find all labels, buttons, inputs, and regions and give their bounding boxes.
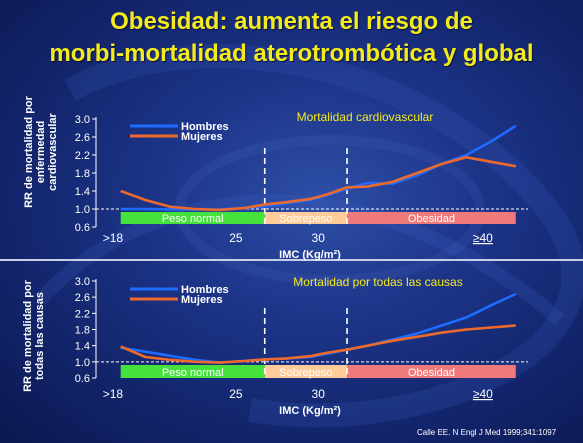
band-sobrepeso [264, 365, 348, 378]
band-sobrepeso [264, 212, 348, 224]
series-hombres [120, 292, 517, 364]
title-line-2: morbi-mortalidad aterotrombótica y globa… [49, 40, 534, 67]
legend-label-mujeres: Mujeres [181, 131, 223, 143]
ytick-label: 0.6 [75, 373, 90, 385]
xtick-label: ≥40 [473, 231, 493, 245]
band-label: Sobrepeso [279, 367, 332, 379]
ytick-label: 3.0 [75, 276, 90, 288]
legend-label-mujeres: Mujeres [181, 294, 223, 306]
xtick-label: >18 [103, 231, 124, 245]
xtick-label: 25 [229, 231, 243, 245]
ytick-label: 1.4 [75, 341, 90, 353]
ytick-label: 1.0 [75, 357, 90, 369]
band-label: Obesidad [408, 367, 455, 379]
chart-title: Mortalidad por todas las causas [293, 275, 462, 289]
series-mujeres [120, 156, 517, 212]
ytick-label: 0.6 [75, 222, 90, 234]
ytick-label: 1.0 [75, 204, 90, 216]
ytick-label: 2.2 [75, 308, 90, 320]
xtick-label: >18 [103, 387, 124, 401]
section-divider [0, 259, 583, 261]
band-label: Sobrepeso [279, 213, 332, 225]
ytick-label: 1.8 [75, 168, 90, 180]
band-normal [120, 365, 265, 378]
x-axis-title: IMC (Kg/m²) [279, 405, 341, 417]
series-mujeres [120, 324, 516, 364]
xtick-label: 25 [229, 387, 243, 401]
ytick-label: 1.8 [75, 325, 90, 337]
slide-title: Obesidad: aumenta el riesgo de morbi-mor… [0, 6, 583, 70]
band-normal [120, 212, 265, 224]
ytick-label: 2.6 [75, 292, 90, 304]
band-label: Peso normal [162, 367, 224, 379]
citation: Calle EE. N Engl J Med 1999;341:1097 [417, 428, 557, 437]
ytick-label: 3.0 [75, 114, 90, 126]
title-line-1: Obesidad: aumenta el riesgo de [110, 8, 473, 35]
ytick-label: 2.2 [75, 150, 90, 162]
band-label: Peso normal [162, 213, 224, 225]
xtick-label: ≥40 [473, 387, 493, 401]
xtick-label: 30 [312, 231, 326, 245]
band-obesidad [347, 212, 516, 224]
ytick-label: 2.6 [75, 132, 90, 144]
legend-label-hombres: Hombres [181, 284, 229, 296]
band-label: Obesidad [408, 213, 455, 225]
chart-title: Mortalidad cardiovascular [297, 110, 434, 124]
ytick-label: 1.4 [75, 186, 90, 198]
x-axis-title: IMC (Kg/m²) [279, 249, 341, 261]
band-obesidad [347, 365, 516, 378]
legend-label-hombres: Hombres [181, 121, 229, 133]
xtick-label: 30 [312, 387, 326, 401]
